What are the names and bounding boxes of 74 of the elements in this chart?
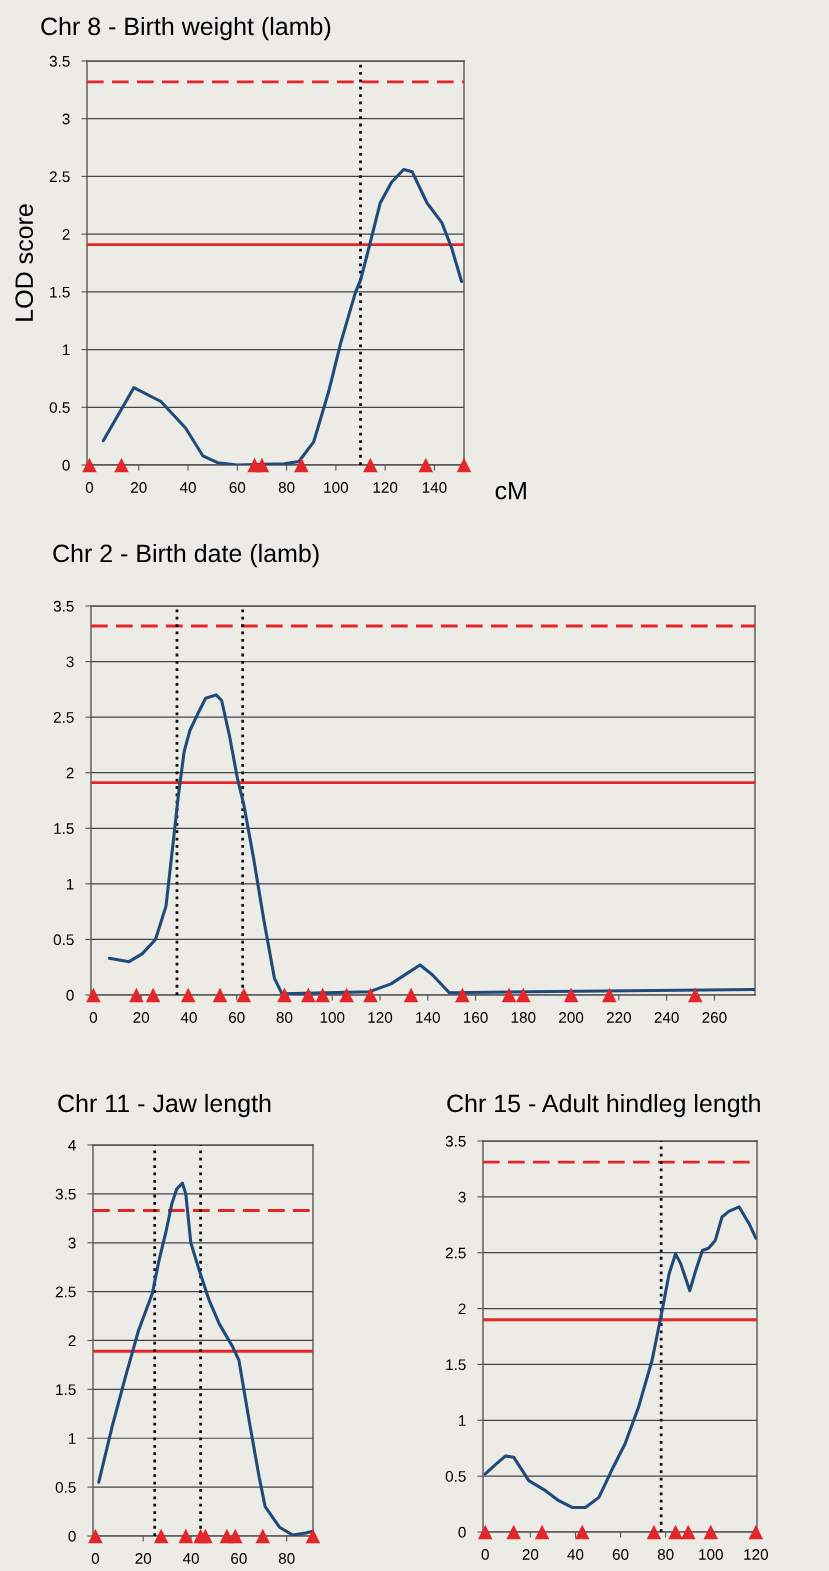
x-tick-label: 60 — [229, 482, 246, 493]
x-tick-label: 100 — [320, 1012, 345, 1023]
x-tick-label: 0 — [85, 482, 94, 493]
line-series — [483, 1205, 757, 1509]
x-tick-label: 100 — [324, 482, 349, 493]
y-tick-label: 4 — [68, 1140, 76, 1151]
x-tick-label: 160 — [463, 1012, 488, 1023]
x-tick-label: 60 — [231, 1553, 247, 1564]
y-tick-label: 3 — [66, 656, 74, 668]
chart-title: Chr 11 - Jaw length — [58, 1093, 271, 1118]
x-tick-label: 80 — [278, 482, 295, 493]
x-tick-label: 40 — [182, 1553, 199, 1564]
chart-title: Chr 8 - Birth weight (lamb) — [41, 16, 331, 41]
y-tick-label: 1 — [69, 1433, 76, 1444]
x-tick-label: 0 — [89, 1012, 98, 1023]
x-axis-title: cM — [495, 482, 526, 500]
x-tick-label: 60 — [228, 1012, 245, 1023]
y-tick-label: 2 — [458, 1303, 466, 1315]
x-tick-label: 220 — [606, 1012, 631, 1023]
x-tick-label: 200 — [559, 1012, 584, 1023]
x-tick-label: 20 — [133, 1012, 150, 1023]
x-tick-label: 120 — [373, 482, 398, 493]
y-tick-label: 1.5 — [54, 823, 74, 834]
x-tick-label: 100 — [699, 1549, 723, 1560]
x-tick-label: 80 — [657, 1549, 674, 1560]
y-tick-label: 1 — [459, 1415, 466, 1426]
x-tick-label: 80 — [278, 1553, 295, 1564]
x-tick-label: 20 — [522, 1549, 539, 1560]
y-tick-label: 3.5 — [49, 55, 70, 67]
y-tick-label: 1 — [63, 344, 70, 356]
x-tick-label: 140 — [416, 1012, 440, 1023]
x-tick-label: 60 — [612, 1549, 629, 1560]
y-tick-label: 2.5 — [445, 1247, 466, 1259]
y-tick-label: 0 — [458, 1526, 466, 1538]
x-tick-label: 0 — [481, 1549, 489, 1560]
x-tick-label: 80 — [276, 1012, 293, 1023]
y-axis-title: LOD score — [15, 204, 34, 321]
y-tick-label: 0 — [68, 1530, 76, 1542]
y-tick-label: 3.5 — [445, 1135, 466, 1147]
y-tick-label: 2.5 — [53, 712, 74, 723]
chart-title: Chr 2 - Birth date (lamb) — [53, 543, 319, 568]
x-tick-label: 120 — [744, 1549, 769, 1560]
x-tick-label: 40 — [567, 1549, 584, 1560]
y-tick-label: 3.5 — [55, 1188, 76, 1200]
y-tick-label: 3 — [62, 113, 70, 125]
y-tick-label: 1 — [67, 878, 74, 890]
x-tick-label: 140 — [422, 482, 447, 493]
y-tick-label: 2 — [62, 229, 70, 240]
chart-title: Chr 15 - Adult hindleg length — [447, 1093, 760, 1118]
x-tick-label: 260 — [702, 1012, 727, 1023]
x-tick-label: 20 — [131, 482, 147, 493]
x-tick-label: 0 — [91, 1553, 100, 1564]
y-tick-label: 1.5 — [50, 286, 70, 298]
x-tick-label: 180 — [511, 1012, 536, 1023]
x-tick-label: 240 — [654, 1012, 679, 1023]
y-tick-label: 2.5 — [55, 1286, 76, 1298]
x-tick-label: 20 — [135, 1553, 152, 1564]
y-tick-label: 2 — [66, 767, 74, 779]
y-tick-label: 1.5 — [56, 1384, 76, 1396]
y-tick-label: 0 — [62, 459, 70, 471]
y-tick-label: 3 — [68, 1237, 76, 1249]
y-tick-label: 0.5 — [55, 1481, 76, 1493]
y-tick-label: 3.5 — [53, 600, 74, 612]
y-tick-label: 2 — [68, 1335, 76, 1347]
y-tick-label: 2.5 — [49, 171, 70, 183]
y-tick-label: 0.5 — [445, 1471, 466, 1482]
y-tick-label: 0.5 — [49, 402, 70, 413]
x-tick-label: 40 — [179, 482, 196, 493]
x-tick-label: 120 — [368, 1012, 393, 1023]
y-tick-label: 1.5 — [446, 1359, 466, 1371]
x-tick-label: 40 — [180, 1012, 197, 1023]
y-tick-label: 0 — [66, 989, 74, 1001]
y-tick-label: 0.5 — [53, 934, 74, 946]
y-tick-label: 3 — [458, 1191, 466, 1203]
